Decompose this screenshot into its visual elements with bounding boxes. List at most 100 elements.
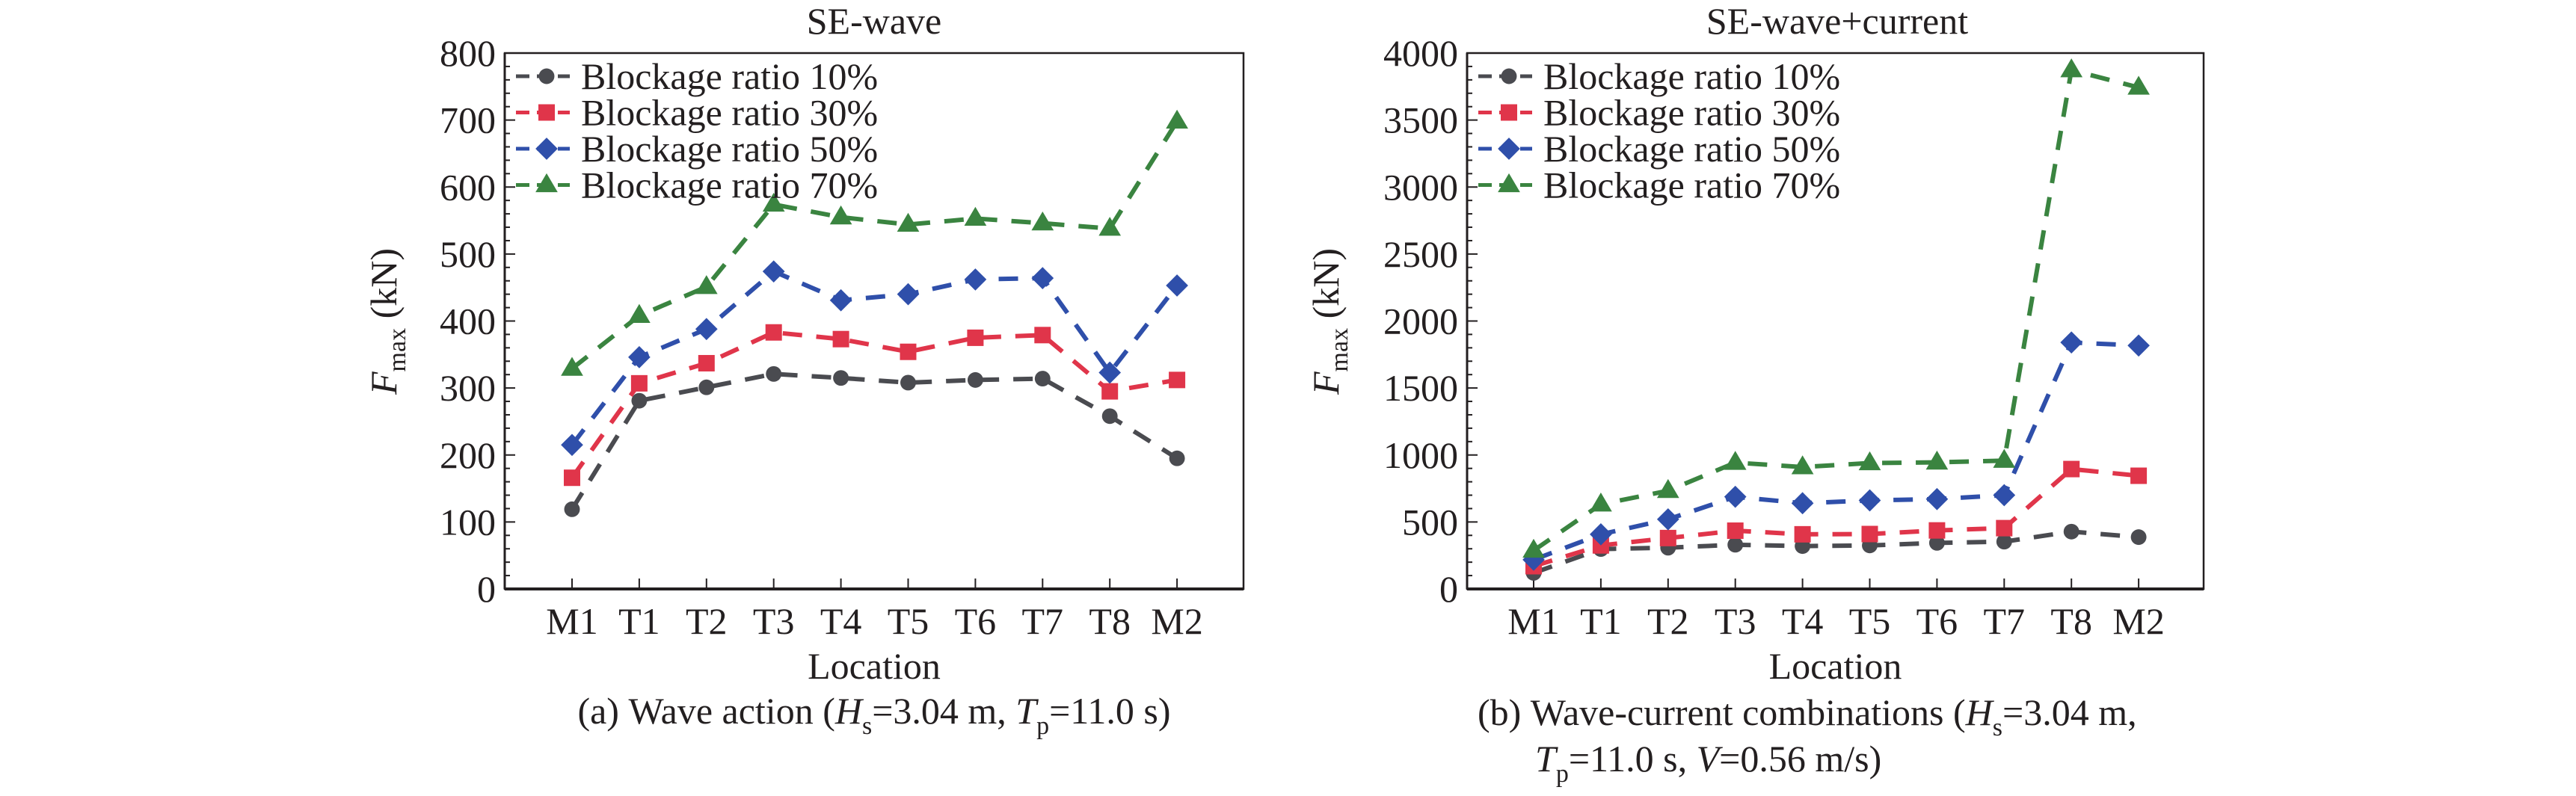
- caption-segment: V: [1697, 738, 1724, 780]
- marker-diamond: [628, 346, 651, 368]
- series-line: [1532, 529, 2139, 576]
- x-tick-label: T3: [753, 600, 795, 642]
- x-tick-label: T4: [820, 600, 862, 642]
- marker-triangle: [1590, 493, 1612, 512]
- plot-area: [1522, 58, 2150, 581]
- x-tick-label: M2: [2112, 600, 2164, 642]
- y-tick-label: 0: [1439, 568, 1458, 610]
- marker-circle: [1101, 408, 1118, 425]
- x-axis-title: Location: [1769, 645, 1902, 687]
- marker-circle: [1501, 68, 1517, 84]
- legend-item: Blockage ratio 10%: [516, 55, 878, 97]
- marker-diamond: [829, 289, 852, 312]
- marker-triangle: [695, 275, 718, 294]
- y-tick-label: 3500: [1383, 99, 1458, 141]
- marker-square: [832, 330, 849, 348]
- marker-diamond: [1858, 489, 1881, 512]
- series-30-percent: [564, 324, 1186, 487]
- caption-segment: =11.0 s): [1049, 690, 1170, 732]
- marker-square: [1659, 529, 1676, 546]
- x-tick-label: T5: [1849, 600, 1891, 642]
- marker-circle: [538, 68, 555, 84]
- marker-circle: [2063, 523, 2079, 540]
- marker-diamond: [2127, 334, 2150, 357]
- axes: 0 500 1000 1500 2000 2500 3000 3500 4000 M1 T1 T2 T3…: [1305, 32, 2205, 687]
- marker-square: [1861, 525, 1878, 543]
- legend-item: Blockage ratio 70%: [516, 164, 878, 206]
- y-axis-title-symbol: F: [1305, 371, 1347, 395]
- marker-diamond: [561, 434, 583, 457]
- legend-label: Blockage ratio 10%: [1543, 55, 1840, 97]
- marker-circle: [900, 374, 916, 391]
- marker-square: [765, 324, 782, 341]
- marker-triangle: [1522, 538, 1545, 558]
- y-axis-title: Fmax (kN): [363, 248, 411, 395]
- x-tick-label: T1: [1580, 600, 1622, 642]
- marker-triangle: [897, 212, 920, 232]
- marker-square: [1034, 327, 1051, 344]
- series-50-percent: [1522, 331, 2150, 571]
- marker-triangle: [2060, 58, 2083, 78]
- legend: Blockage ratio 10%Blockage ratio 30%Bloc…: [516, 55, 878, 206]
- series-line: [1533, 466, 2139, 569]
- marker-triangle: [1498, 173, 1520, 193]
- series-70-percent: [1522, 58, 2150, 558]
- legend-item: Blockage ratio 30%: [1478, 92, 1840, 134]
- x-tick-label: T7: [1984, 600, 2026, 642]
- marker-triangle: [535, 173, 558, 193]
- y-tick-label: 800: [440, 32, 496, 74]
- marker-diamond: [762, 260, 785, 283]
- marker-triangle: [1858, 451, 1881, 471]
- caption-segment: s: [862, 712, 872, 740]
- marker-diamond: [1498, 138, 1520, 160]
- x-tick-label: T2: [686, 600, 728, 642]
- marker-diamond: [1098, 361, 1122, 384]
- caption-segment: p: [1556, 760, 1569, 788]
- marker-circle: [1928, 534, 1945, 551]
- marker-square: [1996, 519, 2013, 537]
- marker-square: [900, 343, 917, 360]
- marker-triangle: [1925, 450, 1949, 470]
- marker-diamond: [1656, 507, 1679, 531]
- marker-square: [1794, 525, 1811, 543]
- y-tick-label: 4000: [1383, 32, 1458, 74]
- marker-circle: [1169, 450, 1185, 466]
- x-axis-title: Location: [808, 645, 941, 687]
- series-50-percent: [561, 260, 1188, 457]
- y-axis-title-subscript: max: [1326, 328, 1353, 372]
- series-line: [1532, 67, 2139, 553]
- marker-triangle: [561, 357, 583, 376]
- x-tick-label: T3: [1715, 600, 1756, 642]
- y-axis-title-unit: (kN): [1305, 248, 1347, 328]
- y-tick-label: 300: [440, 367, 496, 409]
- marker-triangle: [1166, 109, 1188, 129]
- marker-triangle: [829, 205, 852, 225]
- x-tick-label: M1: [546, 600, 597, 642]
- y-axis-title-unit: (kN): [363, 248, 405, 328]
- y-tick-label: 700: [440, 99, 496, 141]
- panel-caption: (a) Wave action (Hs=3.04 m, Tp=11.0 s): [577, 690, 1170, 740]
- marker-circle: [766, 365, 782, 382]
- marker-triangle: [2127, 75, 2150, 95]
- marker-triangle: [1791, 455, 1814, 475]
- series-10-percent: [564, 365, 1185, 517]
- y-tick-label: 400: [440, 300, 496, 342]
- marker-square: [564, 469, 580, 487]
- caption-segment: H: [1965, 691, 1995, 733]
- x-tick-label: T2: [1647, 600, 1689, 642]
- marker-square: [1592, 537, 1609, 554]
- marker-square: [1101, 383, 1119, 400]
- y-tick-label: 200: [440, 434, 496, 476]
- marker-diamond: [1590, 523, 1612, 546]
- marker-triangle: [762, 192, 785, 212]
- caption-segment: =11.0 s,: [1569, 738, 1697, 780]
- marker-circle: [698, 379, 715, 395]
- caption-segment: =3.04 m,: [872, 690, 1015, 732]
- legend-item: Blockage ratio 70%: [1478, 164, 1840, 206]
- marker-diamond: [964, 268, 987, 291]
- marker-circle: [2130, 529, 2147, 546]
- marker-triangle: [1724, 451, 1747, 470]
- caption-segment: p: [1036, 712, 1049, 740]
